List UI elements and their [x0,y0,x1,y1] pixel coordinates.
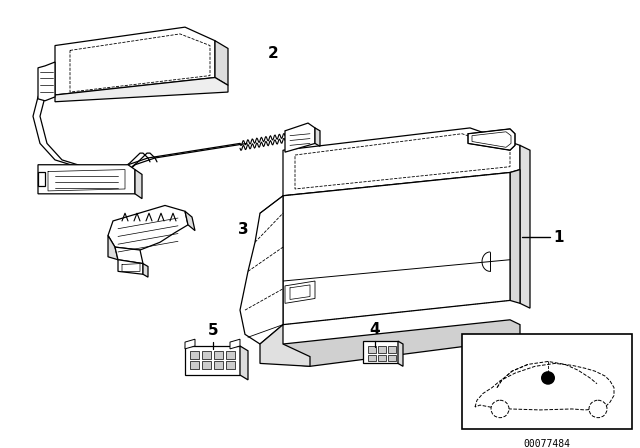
Text: 3: 3 [238,222,248,237]
Polygon shape [378,346,386,353]
Polygon shape [240,196,283,344]
Polygon shape [202,351,211,358]
Polygon shape [115,247,143,263]
Polygon shape [185,339,195,349]
Text: 2: 2 [268,46,279,61]
Polygon shape [285,281,315,303]
Polygon shape [283,172,510,325]
Polygon shape [295,134,510,189]
Polygon shape [368,355,376,362]
Circle shape [589,400,607,418]
Text: 1: 1 [553,230,563,245]
Polygon shape [143,263,148,277]
Polygon shape [260,325,310,366]
Polygon shape [108,206,188,250]
Polygon shape [520,145,530,308]
Polygon shape [38,165,135,194]
Text: 00077484: 00077484 [524,439,570,448]
Polygon shape [226,351,235,358]
Circle shape [541,371,555,385]
Polygon shape [214,351,223,358]
Polygon shape [135,170,142,198]
Polygon shape [283,128,520,196]
Polygon shape [185,211,195,231]
Polygon shape [55,27,215,95]
Polygon shape [38,172,45,186]
Polygon shape [38,62,55,101]
Text: 4: 4 [370,322,380,337]
Polygon shape [388,346,396,353]
Polygon shape [118,260,143,274]
Polygon shape [215,41,228,85]
Polygon shape [315,128,320,146]
Circle shape [491,400,509,418]
Polygon shape [398,341,403,366]
Polygon shape [185,346,240,375]
Polygon shape [230,339,240,349]
Polygon shape [368,346,376,353]
Polygon shape [190,362,199,369]
Polygon shape [202,362,211,369]
Polygon shape [285,123,315,152]
Polygon shape [378,355,386,362]
Polygon shape [388,355,396,362]
Polygon shape [283,320,520,366]
Polygon shape [472,132,511,147]
Polygon shape [214,362,223,369]
Polygon shape [510,170,520,303]
Polygon shape [240,346,248,380]
Polygon shape [108,236,118,260]
Polygon shape [363,341,398,363]
Bar [462,334,632,429]
Polygon shape [468,129,515,150]
Polygon shape [55,78,228,102]
Polygon shape [190,351,199,358]
Text: 5: 5 [208,323,218,338]
Polygon shape [226,362,235,369]
